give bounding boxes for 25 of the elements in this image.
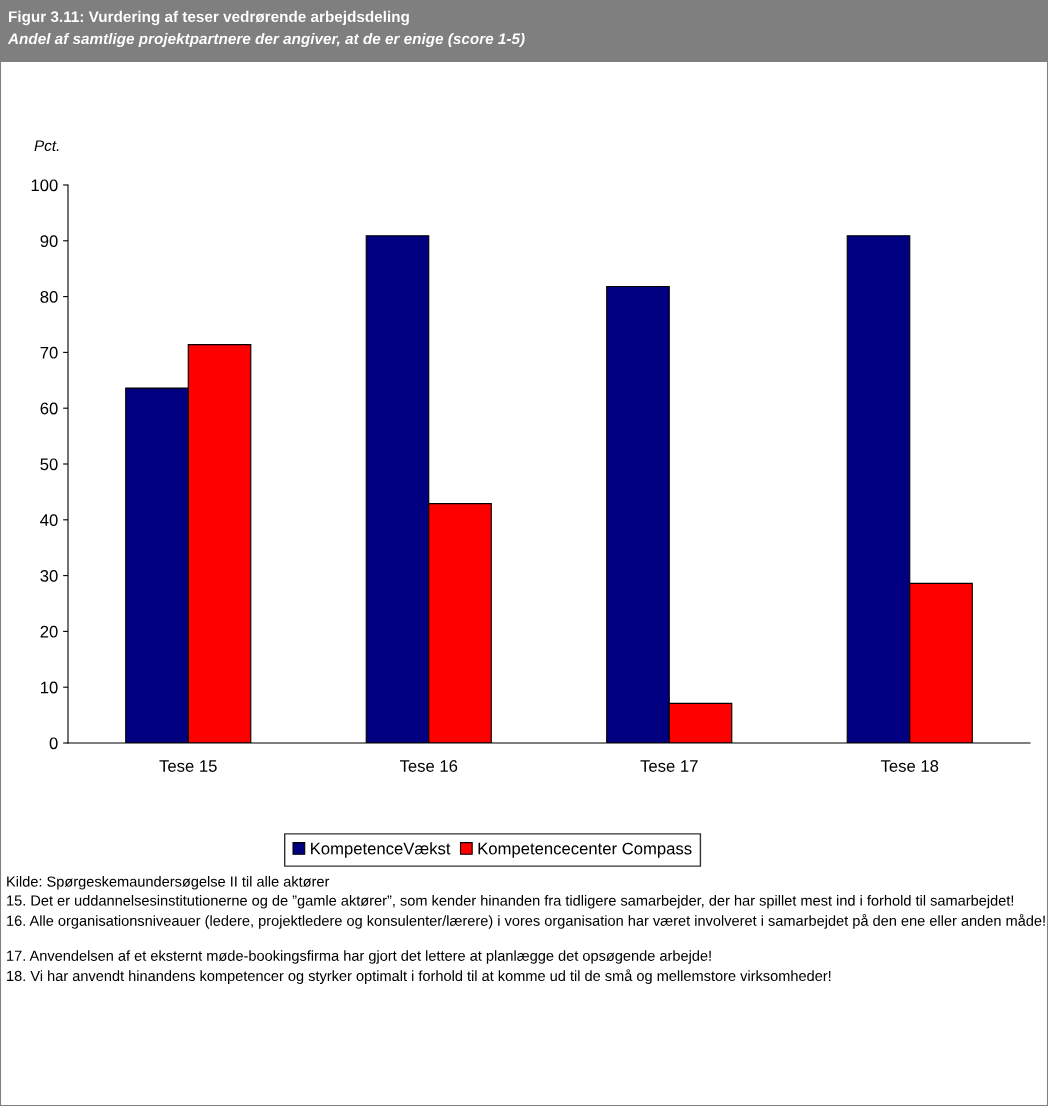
y-tick-label: 80 [40,291,58,303]
y-axis-title: Pct. [34,140,59,152]
x-tick-label: Tese 16 [399,760,458,772]
y-tick-label: 40 [40,514,58,526]
chart-subtitle: Andel af samtlige projektpartnere der angiver, at de er enige (score 1-5) [7,32,525,48]
text: 15. Det er uddannelsesinstitutionerne og de ”gamle aktører”, som kender hinanden fra tidligere samarbejder, der har spillet mest ind i forhold til samarbejdet! [7,895,1014,909]
text: 18. Vi har anvendt hinandens kompetencer og styrker optimalt i forhold til at komme ud til de små og mellemstore virksomheder! [7,969,831,984]
y-tick-label: 60 [40,402,58,415]
y-tick-label: 0 [49,737,58,750]
text: 17. Anvendelsen af et eksternt møde-bookingsfirma har gjort det lettere at planlægge det opsøgende arbejde! [7,950,711,964]
legend-label: KompetenceVækst [311,842,451,858]
y-tick-label: 90 [40,235,58,247]
x-tick-label: Tese 17 [640,760,698,772]
text: Kilde: Spørgeskemaundersøgelse II til alle aktører [7,876,330,890]
y-tick-label: 70 [40,346,58,359]
y-tick-label: 10 [41,681,58,694]
text: 16. Alle organisationsniveauer (ledere, projektledere og konsulenter/lærere) i vores organisation har været involveret i samarbejdet på den ene eller anden måde! [7,914,1045,929]
y-tick-label: 30 [40,570,58,582]
y-tick-label: 100 [31,179,58,192]
x-tick-label: Tese 18 [880,760,939,772]
legend-label: Kompetencecenter Compass [478,842,692,858]
x-tick-label: Tese 15 [159,760,217,772]
chart-title: Figur 3.11: Vurdering af teser vedrørende arbejdsdeling [9,10,409,26]
y-tick-label: 20 [40,625,58,638]
y-tick-label: 50 [40,458,58,471]
